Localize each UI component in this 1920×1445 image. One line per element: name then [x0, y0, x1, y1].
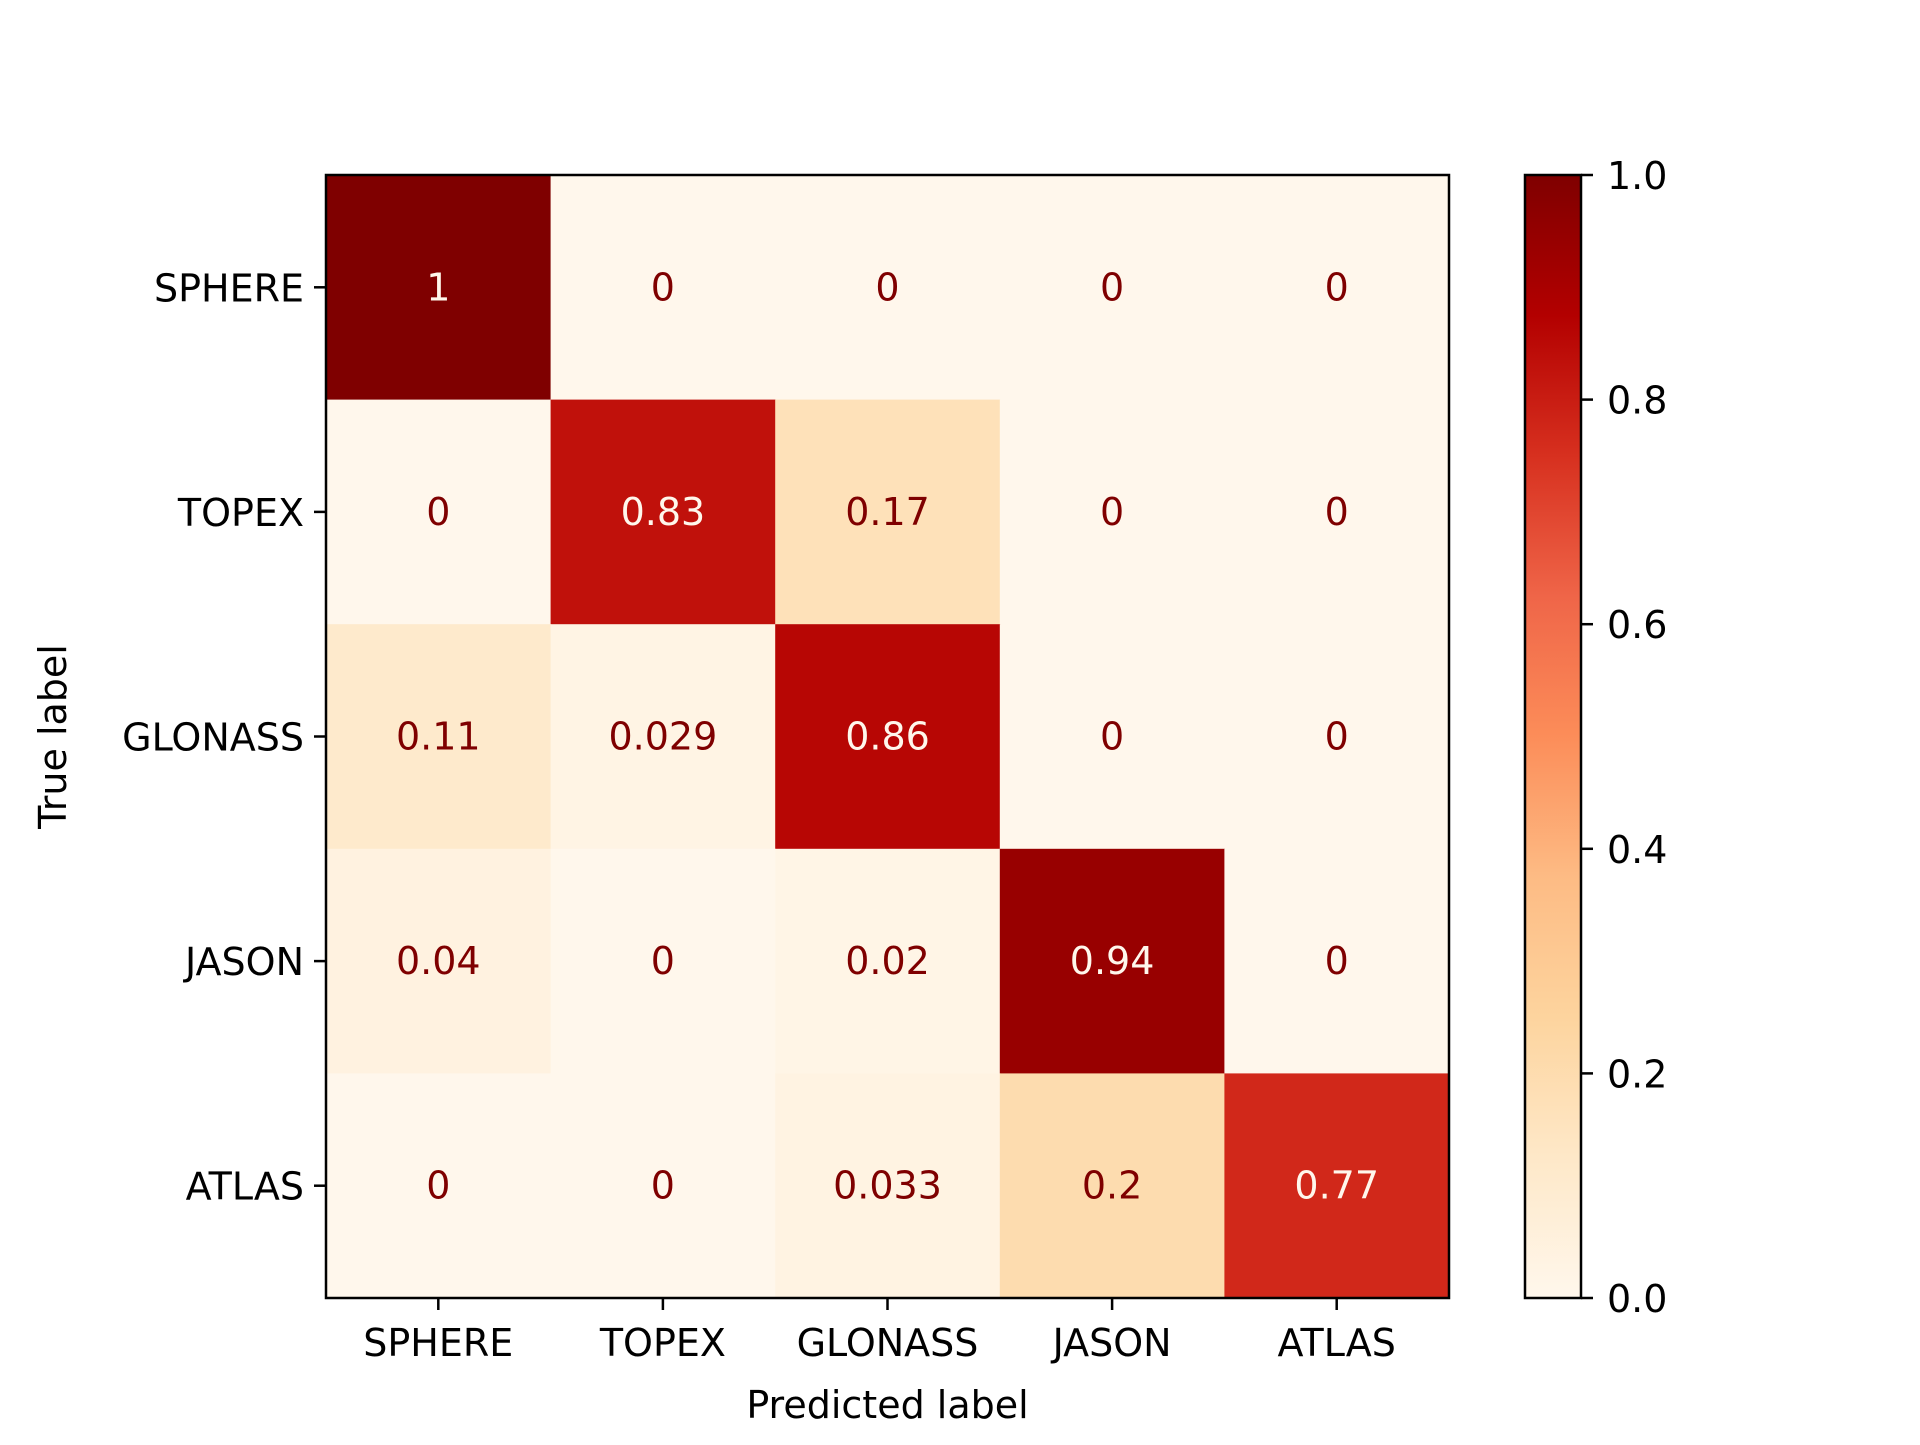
cell-value-label: 0 [426, 490, 450, 534]
cell-value-label: 0.17 [845, 490, 930, 534]
colorbar-tick-label: 1.0 [1607, 154, 1667, 198]
cell-value-label: 0 [1325, 265, 1349, 309]
heatmap-cell [326, 1073, 552, 1299]
heatmap-cell [775, 175, 1001, 401]
heatmap-cell [999, 1073, 1225, 1299]
cell-value-label: 0 [426, 1164, 450, 1208]
cell-value-label: 0.77 [1294, 1164, 1379, 1208]
cell-value-label: 0 [875, 265, 899, 309]
heatmap-cell [326, 624, 552, 850]
heatmap-cell [550, 1073, 776, 1299]
cell-value-label: 0 [651, 939, 675, 983]
colorbar-tick-label: 0.8 [1607, 379, 1667, 423]
heatmap-cell [1224, 1073, 1450, 1299]
heatmap-cell [775, 399, 1001, 625]
heatmap-cell [999, 848, 1225, 1074]
y-tick-label: SPHERE [154, 266, 304, 310]
heatmap-cells [326, 175, 1450, 1299]
y-tick-label: ATLAS [186, 1165, 304, 1209]
y-axis-label: True label [31, 644, 75, 830]
x-tick-label: TOPEX [599, 1321, 726, 1365]
x-tick-label: ATLAS [1277, 1321, 1395, 1365]
cell-value-label: 0 [1325, 490, 1349, 534]
cell-value-label: 0 [651, 1164, 675, 1208]
heatmap-cell [1224, 175, 1450, 401]
y-tick-label: JASON [183, 940, 304, 984]
cell-value-label: 0 [651, 265, 675, 309]
cell-value-label: 0 [1325, 939, 1349, 983]
heatmap-cell [775, 848, 1001, 1074]
cell-value-label: 0.04 [396, 939, 481, 983]
heatmap-cell [326, 848, 552, 1074]
cell-value-label: 0.86 [845, 715, 930, 759]
cell-value-label: 0.02 [845, 939, 930, 983]
heatmap-cell [326, 175, 552, 401]
x-tick-label: SPHERE [363, 1321, 513, 1365]
cell-value-label: 0.033 [833, 1164, 942, 1208]
heatmap-cell [326, 399, 552, 625]
x-axis-ticks: SPHERE TOPEX GLONASS JASON ATLAS [363, 1298, 1396, 1365]
heatmap-cell [550, 175, 776, 401]
cell-annotations: 1 0 0 0 0 0 0.83 0.17 0 0 0.11 0.029 0.86 0 0 0.04 0 0.02… [396, 265, 1379, 1207]
cell-value-label: 0 [1325, 715, 1349, 759]
x-tick-label: JASON [1051, 1321, 1172, 1365]
heatmap-cell [550, 399, 776, 625]
heatmap-cell [1224, 624, 1450, 850]
cell-value-label: 0.83 [621, 490, 706, 534]
cell-value-label: 0.029 [609, 715, 718, 759]
heatmap-cell [550, 624, 776, 850]
heatmap-cell [999, 624, 1225, 850]
heatmap-cell [999, 399, 1225, 625]
heatmap-cell [550, 848, 776, 1074]
y-tick-label: GLONASS [122, 716, 304, 760]
heatmap-cell [775, 1073, 1001, 1299]
colorbar-tick-label: 0.4 [1607, 828, 1667, 872]
cell-value-label: 1 [426, 265, 450, 309]
x-axis-label: Predicted label [746, 1383, 1028, 1427]
colorbar-ticks: 0.0 0.2 0.4 0.6 0.8 1.0 [1581, 154, 1667, 1321]
cell-value-label: 0 [1100, 715, 1124, 759]
colorbar-tick-label: 0.2 [1607, 1052, 1667, 1096]
x-tick-label: GLONASS [797, 1321, 979, 1365]
heatmap-cell [1224, 848, 1450, 1074]
cell-value-label: 0.2 [1082, 1164, 1142, 1208]
heatmap-cell [999, 175, 1225, 401]
heatmap-cell [1224, 399, 1450, 625]
colorbar [1523, 173, 1583, 1300]
heatmap-cell [775, 624, 1001, 850]
cell-value-label: 0.11 [396, 715, 481, 759]
colorbar-tick-label: 0.0 [1607, 1277, 1667, 1321]
cell-value-label: 0 [1100, 265, 1124, 309]
y-tick-label: TOPEX [177, 491, 304, 535]
cell-value-label: 0.94 [1070, 939, 1155, 983]
cell-value-label: 0 [1100, 490, 1124, 534]
y-axis-ticks: SPHERE TOPEX GLONASS JASON ATLAS [122, 266, 326, 1209]
colorbar-tick-label: 0.6 [1607, 603, 1667, 647]
